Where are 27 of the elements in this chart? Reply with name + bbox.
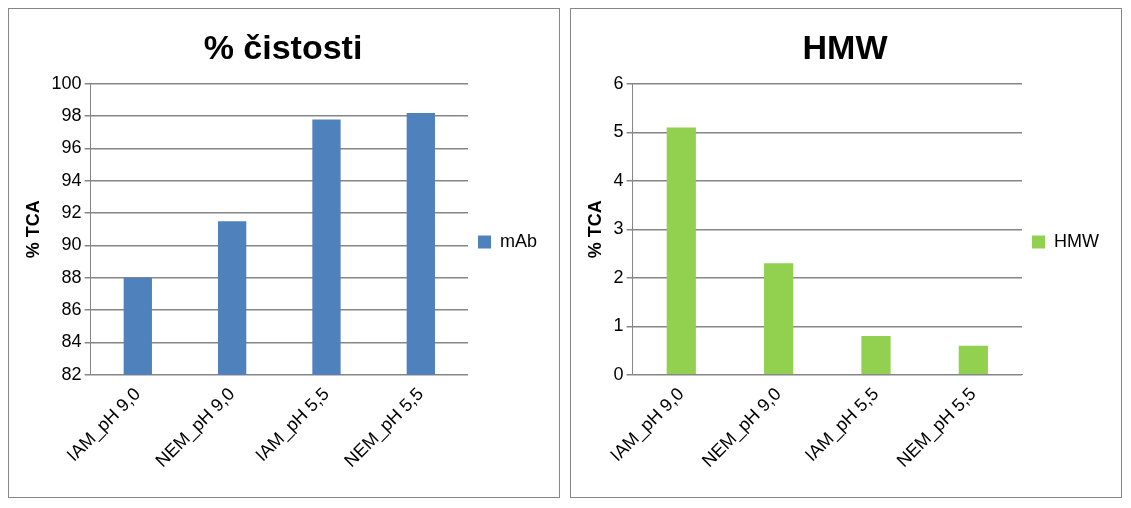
y-tick-label: 1 — [613, 315, 624, 336]
y-tick-label: 100 — [51, 72, 82, 93]
y-tick-label: 86 — [61, 299, 82, 320]
y-tick-label: 90 — [61, 234, 82, 255]
y-tick-label: 96 — [61, 137, 82, 158]
y-axis-title: % TCA — [584, 200, 605, 259]
y-tick-label: 82 — [61, 363, 82, 384]
chart-title: HMW — [802, 27, 889, 66]
bar — [861, 336, 891, 375]
y-tick-label: 5 — [613, 121, 624, 142]
chart-title: % čistosti — [203, 27, 363, 66]
bar — [764, 263, 794, 375]
legend-label: HMW — [1054, 230, 1100, 251]
legend-label: mAb — [499, 230, 537, 251]
bar — [958, 345, 988, 375]
y-tick-label: 2 — [613, 266, 624, 287]
y-tick-label: 6 — [613, 72, 624, 93]
y-tick-label: 88 — [61, 266, 82, 287]
bar — [666, 127, 696, 375]
y-tick-label: 3 — [613, 218, 624, 239]
y-tick-label: 94 — [61, 169, 82, 190]
y-tick-label: 98 — [61, 105, 82, 126]
y-tick-label: 84 — [61, 331, 82, 352]
y-tick-label: 4 — [613, 169, 624, 190]
y-tick-label: 92 — [61, 202, 82, 223]
y-tick-label: 0 — [613, 363, 624, 384]
y-axis-title: % TCA — [22, 200, 43, 259]
